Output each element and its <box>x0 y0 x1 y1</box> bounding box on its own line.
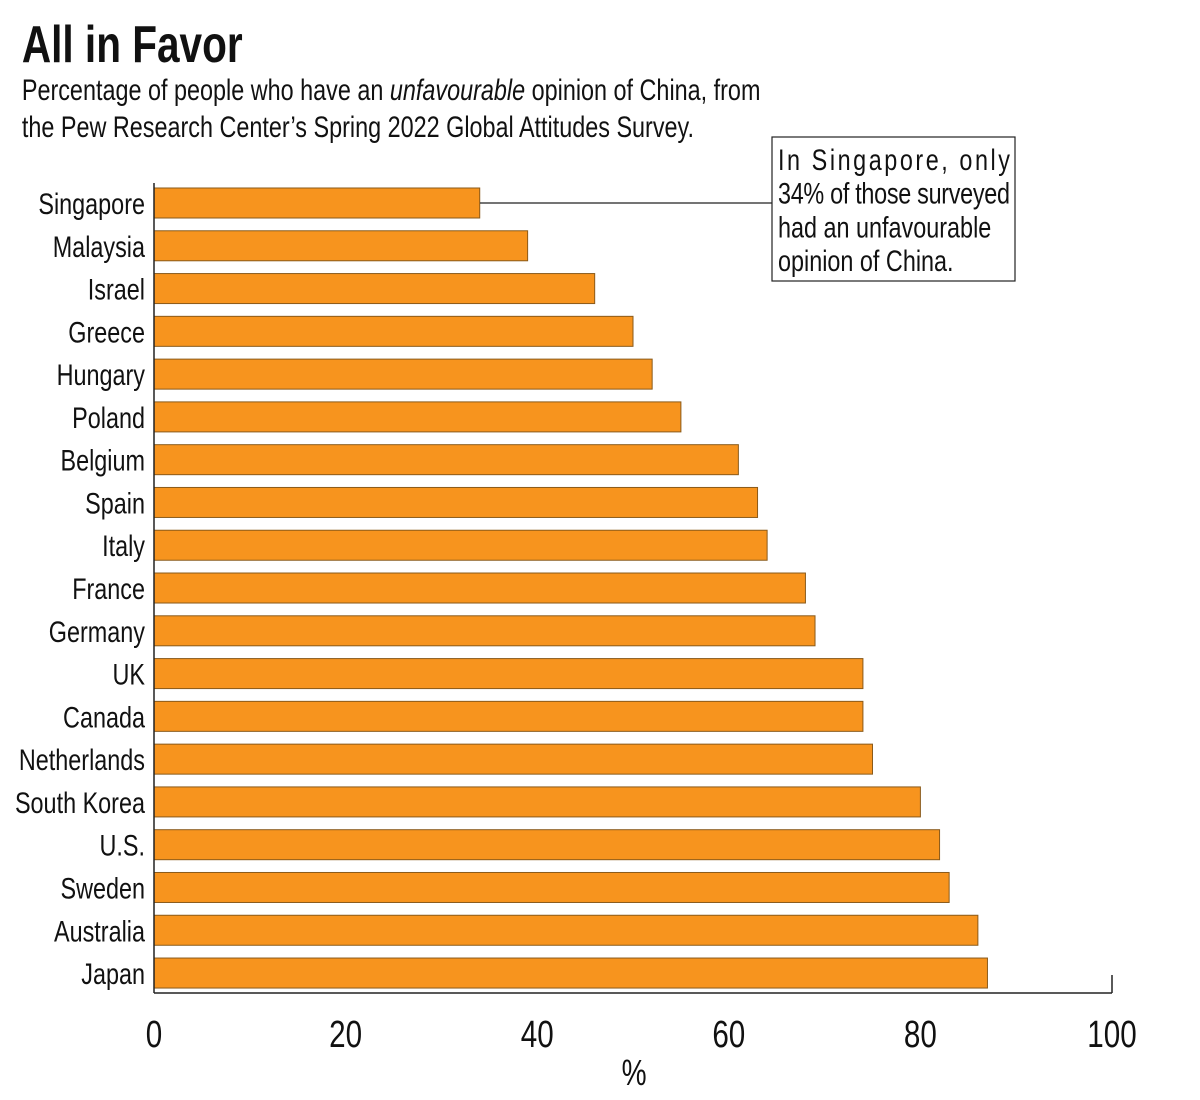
subtitle-post: opinion of China, from <box>525 73 760 106</box>
category-label: Netherlands <box>19 743 145 776</box>
x-tick-label: 0 <box>146 1014 162 1056</box>
category-label: Belgium <box>60 444 145 477</box>
annotation-line: 34% of those surveyed <box>778 177 1010 210</box>
x-tick-label: 80 <box>904 1014 937 1056</box>
bar-uk <box>153 658 864 690</box>
category-label: Greece <box>68 316 145 349</box>
bar-hungary <box>153 358 653 390</box>
category-label: Hungary <box>57 358 146 391</box>
category-label: Spain <box>85 487 145 520</box>
x-tick-label: 60 <box>712 1014 745 1056</box>
category-label: Germany <box>49 615 146 648</box>
category-label: Singapore <box>38 187 145 220</box>
bar-sweden <box>153 871 950 903</box>
chart-subtitle-line2: the Pew Research Center’s Spring 2022 Gl… <box>22 110 694 143</box>
category-label: Malaysia <box>53 230 145 263</box>
bar-spain <box>153 486 759 518</box>
subtitle-emphasis: unfavourable <box>390 73 525 106</box>
bar-greece <box>153 315 634 347</box>
subtitle-pre: Percentage of people who have an <box>22 73 390 106</box>
bar-canada <box>153 700 864 732</box>
annotation-box <box>771 136 1016 282</box>
category-label: South Korea <box>15 786 145 819</box>
annotation-line: opinion of China. <box>778 244 954 277</box>
bar-italy <box>153 529 768 561</box>
annotation-line: In Singapore, only <box>778 143 1010 176</box>
bar-belgium <box>153 444 739 476</box>
annotation-line: had an unfavourable <box>778 211 991 244</box>
bar-malaysia <box>153 230 529 262</box>
category-label: Italy <box>102 529 145 562</box>
category-label: Sweden <box>60 872 145 905</box>
bar-france <box>153 572 806 604</box>
bar-japan <box>153 957 988 989</box>
bar-australia <box>153 914 979 946</box>
bar-singapore <box>153 187 481 219</box>
bar-netherlands <box>153 743 873 775</box>
bar-u-s- <box>153 829 941 861</box>
chart-title: All in Favor <box>22 15 243 73</box>
bar-israel <box>153 273 596 305</box>
category-label: Canada <box>63 701 145 734</box>
category-label: U.S. <box>99 829 145 862</box>
bar-south-korea <box>153 786 921 818</box>
chart-subtitle-line1: Percentage of people who have an unfavou… <box>22 73 761 106</box>
category-label: Japan <box>81 957 145 990</box>
bar-germany <box>153 615 816 647</box>
x-tick-label: 100 <box>1087 1014 1136 1056</box>
x-tick-label: 20 <box>329 1014 362 1056</box>
category-label: Poland <box>72 401 145 434</box>
x-axis-label: % <box>622 1053 647 1093</box>
category-label: Australia <box>54 914 145 947</box>
bar-poland <box>153 401 682 433</box>
x-tick-label: 40 <box>521 1014 554 1056</box>
category-label: France <box>72 572 145 605</box>
category-label: Israel <box>88 273 145 306</box>
category-label: UK <box>113 658 146 691</box>
